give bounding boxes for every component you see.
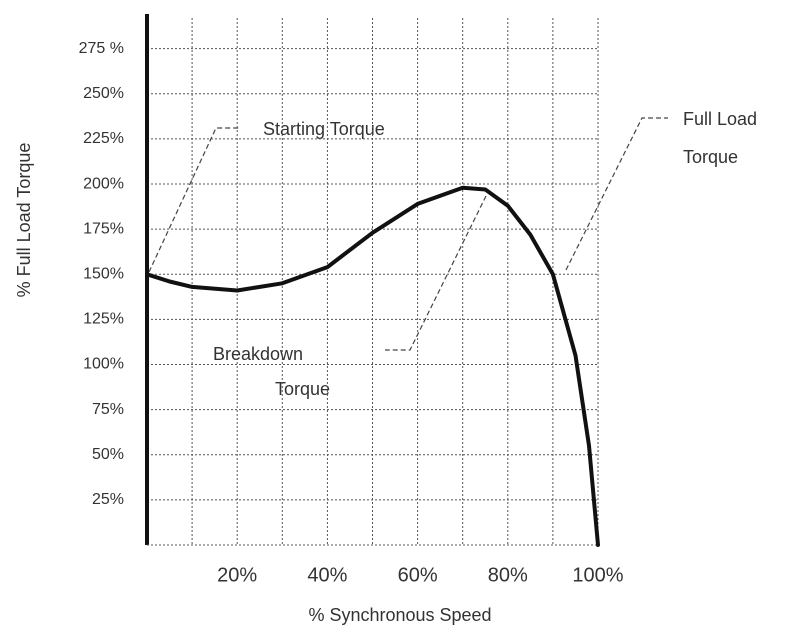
y-tick-label: 175% [83, 220, 124, 237]
y-tick-label: 275 % [79, 40, 124, 57]
y-tick-label: 125% [83, 311, 124, 328]
x-tick-label: 60% [398, 564, 438, 586]
x-tick-label: 20% [217, 564, 257, 586]
x-axis-label: % Synchronous Speed [308, 605, 491, 625]
y-tick-label: 250% [83, 85, 124, 102]
y-tick-label: 225% [83, 130, 124, 147]
annotation: Torque [275, 379, 330, 399]
y-tick-label: 50% [92, 446, 124, 463]
annotation: Full Load [683, 109, 757, 129]
y-tick-label: 200% [83, 175, 124, 192]
leader-line [565, 117, 668, 271]
x-tick-label: 100% [572, 564, 623, 586]
y-axis-label: % Full Load Torque [14, 143, 34, 298]
y-tick-label: 100% [83, 356, 124, 373]
x-tick-label: 40% [307, 564, 347, 586]
leader-line [385, 195, 487, 351]
annotation: Breakdown [213, 344, 303, 364]
data-line [145, 185, 600, 547]
y-tick-label: 25% [92, 491, 124, 508]
y-tick-label: 150% [83, 265, 124, 282]
x-tick-label: 80% [488, 564, 528, 586]
y-tick-label: 75% [92, 401, 124, 418]
leader-line [148, 127, 240, 273]
annotation: Starting Torque [263, 119, 385, 139]
annotation: Torque [683, 147, 738, 167]
